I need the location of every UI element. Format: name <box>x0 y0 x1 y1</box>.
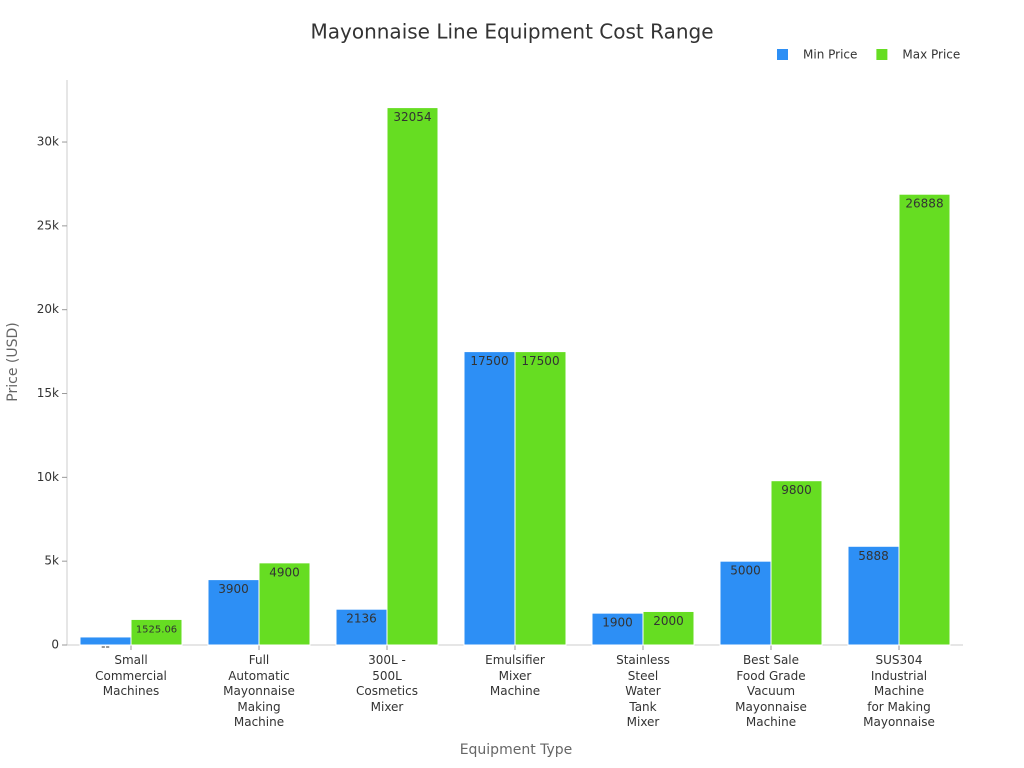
y-tick-label: 0 <box>51 638 59 652</box>
legend-swatch <box>876 49 888 60</box>
value-label: 9800 <box>781 483 812 497</box>
legend-label: Min Price <box>803 48 857 62</box>
x-tick-label: 300L - 500L Cosmetics Mixer <box>356 653 418 714</box>
bar <box>514 351 567 646</box>
value-label: 5888 <box>858 549 889 563</box>
y-tick-label: 30k <box>37 135 59 149</box>
x-tick-label: Small Commercial Machines <box>95 653 167 698</box>
value-label: 32054 <box>393 110 431 124</box>
value-label: 5000 <box>730 564 761 578</box>
value-label: 1900 <box>602 616 633 630</box>
bar <box>463 351 516 646</box>
bar <box>335 608 388 646</box>
bar <box>898 193 951 646</box>
value-label: 17500 <box>521 354 559 368</box>
x-tick-label: Emulsifier Mixer Machine <box>485 653 545 698</box>
bar <box>386 107 439 646</box>
value-label: 2136 <box>346 612 377 626</box>
y-tick-label: 15k <box>37 386 59 400</box>
legend-label: Max Price <box>902 48 960 62</box>
y-tick-label: 25k <box>37 218 59 232</box>
x-tick-label: SUS304 Industrial Machine for Making May… <box>863 653 935 729</box>
y-tick-label: 10k <box>37 470 59 484</box>
y-tick-label: 5k <box>44 554 59 568</box>
value-label: -- <box>101 639 110 653</box>
x-axis-title: Equipment Type <box>460 742 573 758</box>
value-label: 4900 <box>269 565 300 579</box>
bar <box>719 560 772 646</box>
x-tick-label: Best Sale Food Grade Vacuum Mayonnaise M… <box>735 653 807 729</box>
legend-swatch <box>777 49 788 60</box>
value-label: 1525.06 <box>136 624 177 635</box>
bar <box>130 618 183 646</box>
value-label: 26888 <box>905 197 943 211</box>
bar <box>258 562 311 646</box>
y-axis-title: Price (USD) <box>5 322 21 401</box>
x-tick-label: Stainless Steel Water Tank Mixer <box>616 653 670 729</box>
y-tick-label: 20k <box>37 302 59 316</box>
value-label: 3900 <box>218 582 249 596</box>
value-label: 17500 <box>470 354 508 368</box>
value-label: 2000 <box>653 614 684 628</box>
chart-title: Mayonnaise Line Equipment Cost Range <box>311 20 714 44</box>
bar <box>770 480 823 646</box>
x-tick-label: Full Automatic Mayonnaise Making Machine <box>223 653 295 729</box>
bar <box>642 610 695 646</box>
